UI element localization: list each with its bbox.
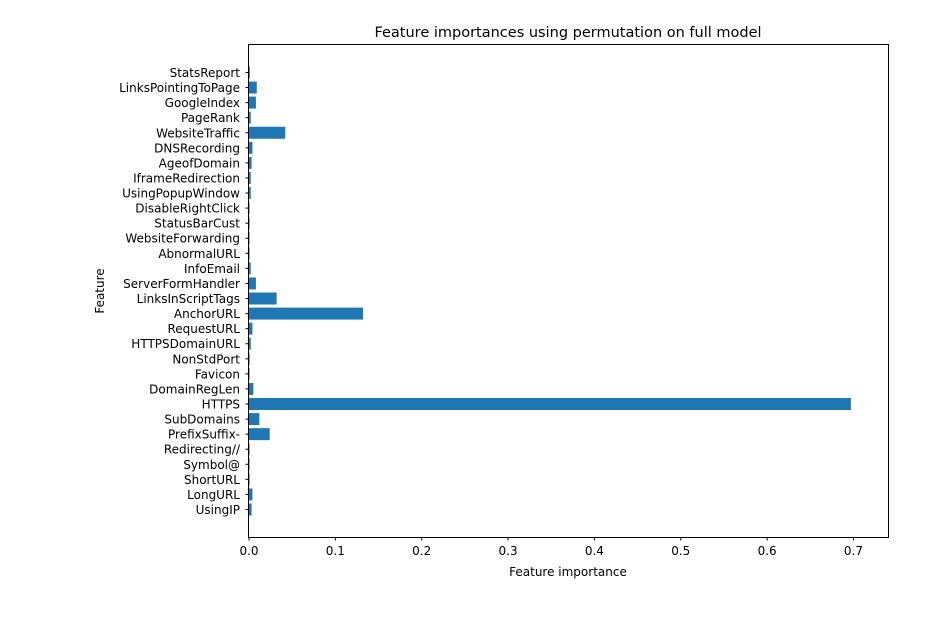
bar-abnormalurl: [249, 247, 250, 260]
y-tick-label: LinksInScriptTags: [137, 292, 240, 306]
bar-domainreglen: [249, 382, 254, 395]
bar-usingpopupwindow: [249, 187, 251, 200]
y-tick-label: Favicon: [195, 367, 240, 381]
y-tick-label: HTTPSDomainURL: [131, 337, 240, 351]
y-tick-label: PageRank: [181, 111, 240, 125]
y-tick-label: ServerFormHandler: [123, 277, 240, 291]
y-tick-label: DomainRegLen: [149, 382, 240, 396]
y-tick-label: AgeofDomain: [159, 156, 240, 170]
bar-statusbarcust: [249, 217, 250, 230]
y-tick-label: RequestURL: [167, 322, 240, 336]
y-tick-label: DisableRightClick: [135, 202, 240, 216]
bar-serverformhandler: [249, 277, 256, 290]
y-tick-label: GoogleIndex: [165, 96, 240, 110]
y-tick-label: WebsiteForwarding: [125, 232, 240, 246]
x-tick-label: 0.3: [499, 544, 518, 558]
y-tick-label: LinksPointingToPage: [119, 81, 240, 95]
chart-title: Feature importances using permutation on…: [374, 25, 761, 41]
x-tick-label: 0.1: [326, 544, 345, 558]
y-tick-label: UsingPopupWindow: [122, 187, 240, 201]
x-tick-label: 0.7: [844, 544, 863, 558]
y-tick-label: NonStdPort: [172, 352, 240, 366]
y-tick-label: HTTPS: [202, 398, 240, 412]
x-axis-ticks: 0.0 0.1 0.2 0.3 0.4 0.5 0.6 0.7: [239, 537, 863, 558]
x-tick-label: 0.2: [412, 544, 431, 558]
y-tick-label: SubDomains: [164, 413, 240, 427]
y-tick-label: LongURL: [187, 488, 240, 502]
bar-prefixsuffix-: [249, 428, 270, 441]
y-tick-label: Symbol@: [183, 458, 240, 472]
bar-infoemail: [249, 262, 251, 275]
bar-linkspointingtopage: [249, 81, 257, 94]
bar-ageofdomain: [249, 156, 252, 169]
bar-requesturl: [249, 322, 253, 335]
y-tick-label: Redirecting//: [164, 443, 241, 457]
y-tick-label: ShortURL: [184, 473, 240, 487]
bar-anchorurl: [249, 307, 363, 320]
bar-nonstdport: [249, 352, 250, 365]
bar-redirecting-: [249, 443, 250, 456]
bar-favicon: [249, 367, 250, 380]
bar-httpsdomainurl: [249, 337, 251, 350]
y-tick-label: AnchorURL: [174, 307, 240, 321]
x-tick-label: 0.0: [239, 544, 258, 558]
plot-area-frame: [248, 44, 889, 538]
bar-iframeredirection: [249, 171, 251, 184]
bar-pagerank: [249, 111, 251, 124]
x-tick-label: 0.5: [671, 544, 690, 558]
x-tick-label: 0.6: [758, 544, 777, 558]
bar-symbol-: [249, 458, 250, 471]
x-tick-label: 0.4: [585, 544, 604, 558]
y-tick-label: StatusBarCust: [154, 217, 240, 231]
bar-websitetraffic: [249, 126, 286, 139]
y-axis-label: Feature: [93, 268, 107, 313]
y-tick-label: StatsReport: [170, 66, 241, 80]
y-tick-label: DNSRecording: [154, 141, 240, 155]
y-tick-label: IframeRedirection: [133, 171, 240, 185]
bar-websiteforwarding: [249, 232, 250, 245]
y-tick-label: WebsiteTraffic: [156, 126, 240, 140]
bars-group: [249, 66, 851, 516]
y-tick-label: AbnormalURL: [158, 247, 240, 261]
y-axis-ticks: UsingIPLongURLShortURLSymbol@Redirecting…: [119, 66, 249, 517]
y-tick-label: InfoEmail: [184, 262, 240, 276]
bar-longurl: [249, 488, 253, 501]
bar-dnsrecording: [249, 141, 253, 154]
y-tick-label: PrefixSuffix-: [168, 428, 240, 442]
bar-shorturl: [249, 473, 250, 486]
bar-subdomains: [249, 413, 260, 426]
bar-https: [249, 398, 851, 411]
bar-statsreport: [249, 66, 250, 79]
x-axis-label: Feature importance: [509, 565, 627, 579]
bar-googleindex: [249, 96, 256, 109]
y-tick-label: UsingIP: [196, 503, 240, 517]
bar-usingip: [249, 503, 252, 516]
bar-disablerightclick: [249, 202, 250, 215]
bar-linksinscripttags: [249, 292, 277, 305]
